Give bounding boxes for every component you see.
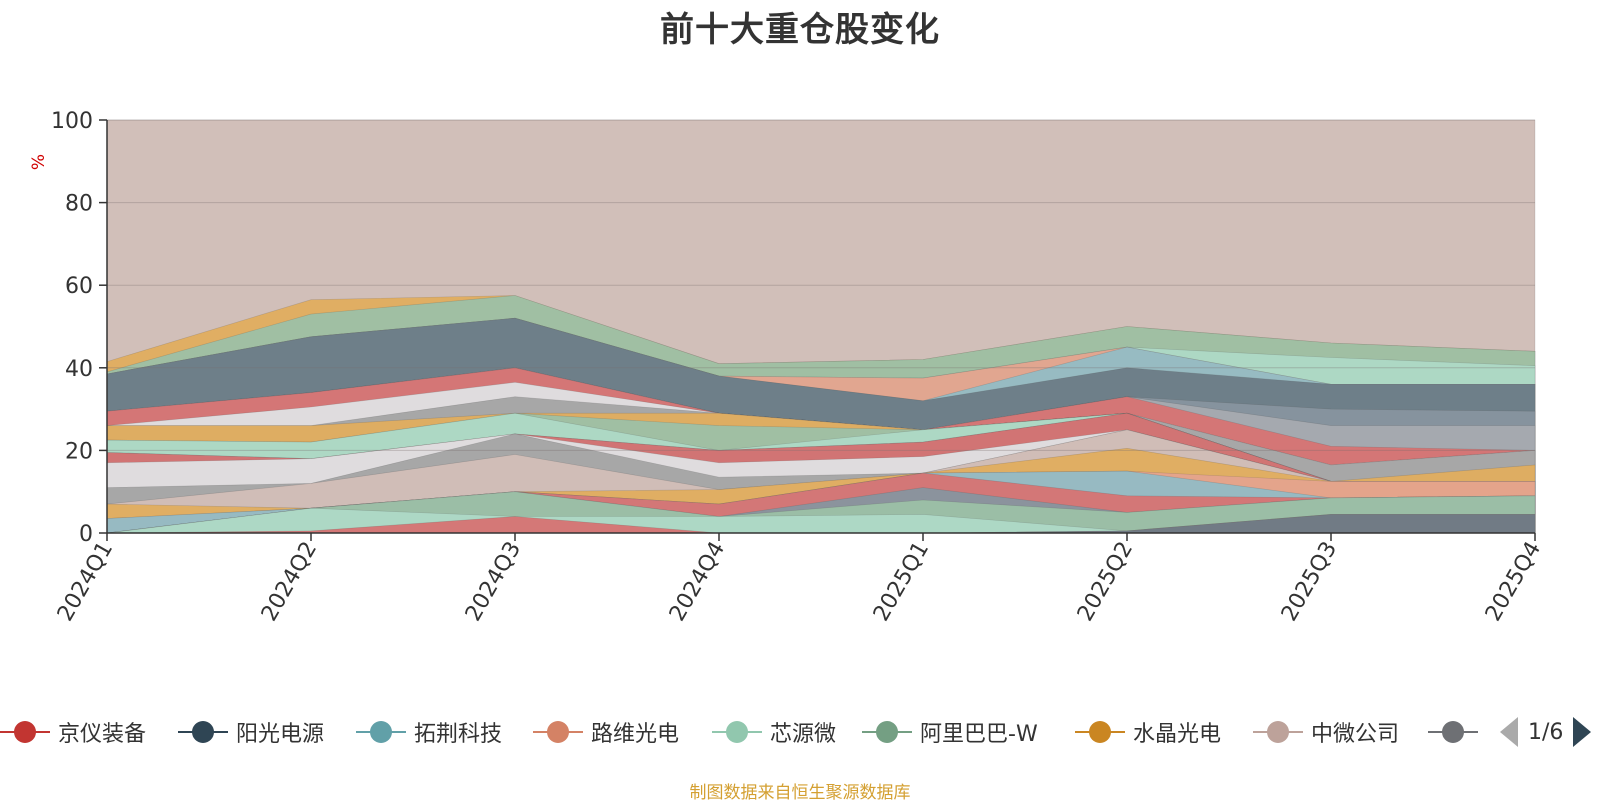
- x-tick-label: 2025Q4: [1481, 538, 1546, 626]
- area-layers: [106, 119, 1536, 534]
- legend-item[interactable]: 京仪装备: [0, 712, 146, 752]
- x-tick-label: 2024Q3: [461, 538, 526, 626]
- legend-item[interactable]: 中微公司: [1253, 712, 1399, 752]
- legend-label: 中微公司: [1311, 722, 1400, 747]
- legend-item[interactable]: 芯源微: [712, 712, 836, 752]
- y-axis-label: %: [29, 154, 49, 170]
- y-tick-label: 100: [51, 109, 93, 134]
- x-tick-label: 2025Q3: [1277, 538, 1342, 626]
- x-tick-label: 2024Q4: [665, 538, 730, 626]
- y-tick-label: 80: [65, 192, 93, 217]
- legend-item[interactable]: 水晶光电: [1075, 712, 1221, 752]
- legend-label: 拓荆科技: [414, 722, 503, 747]
- legend-item[interactable]: 阳光电源: [178, 712, 324, 752]
- legend-label: 芯源微: [770, 722, 837, 747]
- legend-item[interactable]: 阿里巴巴-W: [862, 712, 1038, 752]
- legend-label: 水晶光电: [1133, 722, 1222, 747]
- legend-marker-icon: [1075, 712, 1125, 752]
- y-tick-label: 40: [65, 357, 93, 382]
- legend-pager: 1/6: [1500, 712, 1592, 752]
- legend-label: 路维光电: [591, 722, 680, 747]
- source-note: 制图数据来自恒生聚源数据库: [689, 783, 911, 803]
- legend-item[interactable]: 拓荆科技: [356, 712, 502, 752]
- grid-lines: [107, 119, 1535, 451]
- x-tick-label: 2024Q2: [257, 538, 322, 626]
- legend-next-arrow-icon[interactable]: [1573, 717, 1592, 747]
- legend-label: 京仪装备: [58, 722, 147, 747]
- legend-prev-arrow-icon[interactable]: [1500, 717, 1518, 747]
- y-tick-label: 60: [65, 274, 93, 299]
- legend-marker-icon: [356, 712, 406, 752]
- chart-title: 前十大重仓股变化: [660, 10, 940, 50]
- legend-item[interactable]: 路维光电: [533, 712, 679, 752]
- legend-marker-icon: [178, 712, 228, 752]
- x-tick-label: 2025Q1: [869, 538, 934, 626]
- legend-marker-icon: [0, 712, 50, 752]
- legend-item[interactable]: [1428, 712, 1486, 752]
- legend-marker-icon: [862, 712, 912, 752]
- legend-page-indicator: 1/6: [1528, 719, 1564, 745]
- x-tick-label: 2025Q2: [1073, 538, 1138, 626]
- legend-marker-icon: [712, 712, 762, 752]
- y-tick-label: 0: [79, 522, 93, 547]
- legend-marker-icon: [1253, 712, 1303, 752]
- legend: 京仪装备 阳光电源 拓荆科技 路维光电 芯源微 阿里巴巴-W 水晶光电 中微公司: [0, 712, 1600, 752]
- legend-label: 阳光电源: [236, 722, 325, 747]
- legend-label: 阿里巴巴-W: [920, 722, 1038, 747]
- chart-area: 0 20 40 60 80 100 2024Q1 2024Q2 2024Q3 2024Q4 2025…: [29, 109, 1546, 626]
- legend-marker-icon: [533, 712, 583, 752]
- legend-marker-icon: [1428, 712, 1478, 752]
- x-tick-label: 2024Q1: [53, 538, 118, 626]
- y-tick-label: 20: [65, 439, 93, 464]
